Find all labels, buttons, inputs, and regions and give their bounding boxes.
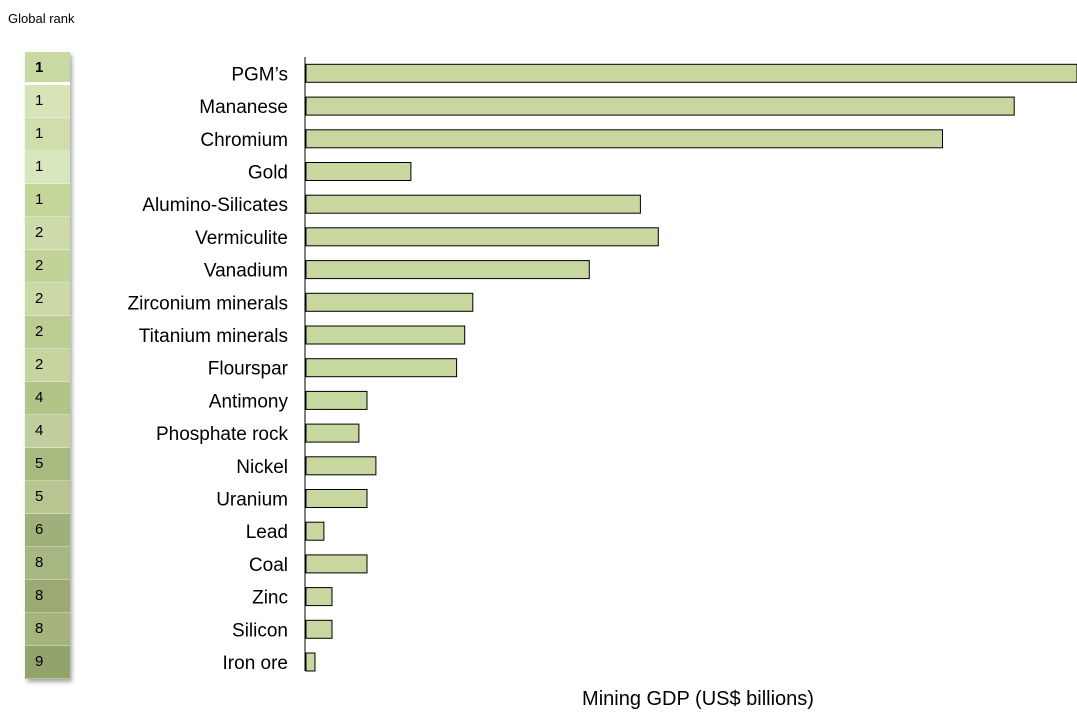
category-label: Vermiculite: [195, 228, 288, 249]
bar: [305, 423, 360, 443]
rank-cell: 4: [25, 415, 70, 448]
category-label: Zinc: [252, 588, 288, 609]
category-label: Silicon: [232, 620, 288, 641]
bar: [305, 456, 377, 476]
rank-cell: 1: [25, 118, 70, 151]
rank-cell: 6: [25, 514, 70, 547]
category-label: Mananese: [199, 97, 288, 118]
category-label: Iron ore: [223, 653, 288, 674]
bar: [305, 162, 412, 181]
category-label: Lead: [246, 522, 288, 543]
bar: [305, 325, 466, 345]
rank-cell: 5: [25, 481, 70, 514]
bar: [305, 358, 458, 378]
rank-cell: 8: [25, 613, 70, 646]
rank-cell: 2: [25, 283, 70, 316]
bar: [305, 587, 333, 607]
bar: [305, 619, 333, 639]
category-label: PGM’s: [231, 64, 288, 85]
bar: [305, 194, 641, 214]
rank-cell: 2: [25, 217, 70, 250]
bar: [305, 652, 316, 672]
category-label: Nickel: [236, 457, 288, 478]
bar: [305, 521, 325, 541]
category-label: Titanium minerals: [139, 326, 288, 347]
rank-cell: 1: [25, 184, 70, 217]
rank-cell: 9: [25, 646, 70, 679]
category-label: Vanadium: [204, 261, 288, 282]
x-axis-label: Mining GDP (US$ billions): [582, 688, 814, 710]
rank-panel-title: Global rank: [8, 11, 75, 26]
bar: [305, 292, 474, 312]
bar: [305, 489, 368, 508]
category-label: Flourspar: [208, 359, 289, 380]
bar: [305, 63, 1077, 83]
bars-group: [305, 63, 1077, 672]
category-label: Alumino-Silicates: [142, 195, 288, 216]
category-label: Uranium: [216, 490, 288, 511]
bar: [305, 129, 943, 149]
category-labels: PGM’s Mananese Chromium Gold Alumino-Silicat…: [128, 64, 289, 674]
bar: [305, 96, 1015, 116]
category-label: Antimony: [209, 391, 289, 412]
bar: [305, 390, 368, 410]
rank-cell: 8: [25, 547, 70, 580]
rank-cell: 1: [25, 151, 70, 184]
bar: [305, 227, 659, 247]
rank-cell: 2: [25, 316, 70, 349]
rank-cell: 2: [25, 250, 70, 283]
category-label: Chromium: [200, 130, 288, 151]
category-label: Phosphate rock: [156, 424, 289, 445]
rank-cell: 5: [25, 448, 70, 481]
rank-cell: 8: [25, 580, 70, 613]
rank-cell: 2: [25, 349, 70, 382]
category-label: Gold: [248, 163, 288, 184]
category-label: Zirconium minerals: [128, 293, 288, 314]
rank-cell: 1: [25, 52, 70, 85]
rank-cell: 1: [25, 85, 70, 118]
bar: [305, 554, 368, 574]
rank-cell: 4: [25, 382, 70, 415]
bar: [305, 260, 590, 280]
category-label: Coal: [249, 555, 288, 576]
